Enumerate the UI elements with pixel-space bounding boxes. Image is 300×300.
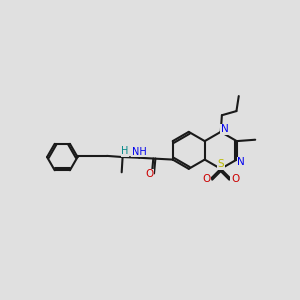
Text: O: O	[202, 175, 211, 184]
Text: NH: NH	[132, 147, 147, 157]
Text: N: N	[237, 158, 245, 167]
Text: H: H	[121, 146, 129, 156]
Text: S: S	[218, 159, 224, 169]
Text: O: O	[145, 169, 154, 179]
Text: N: N	[220, 124, 228, 134]
Text: O: O	[231, 175, 239, 184]
